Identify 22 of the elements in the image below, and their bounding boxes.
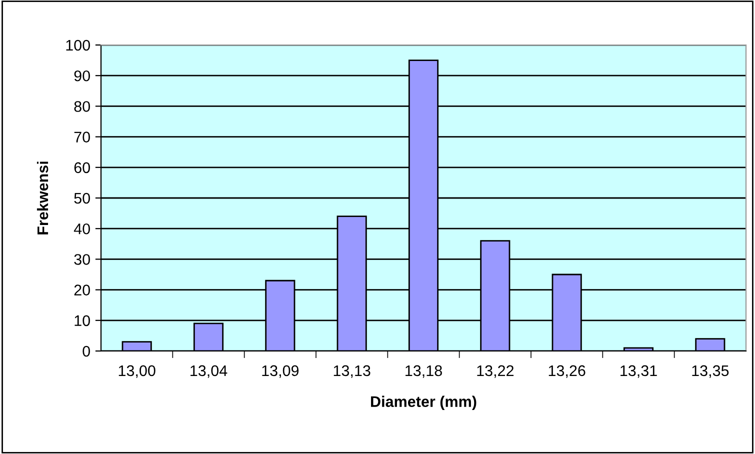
x-tick-label: 13,31 xyxy=(620,365,657,378)
y-tick-label: 0 xyxy=(82,346,90,357)
x-tick-label: 13,13 xyxy=(334,365,370,378)
y-tick-label: 70 xyxy=(74,132,90,142)
y-tick-label: 40 xyxy=(74,223,90,234)
y-tick-label: 20 xyxy=(74,284,90,296)
y-axis-title: Frekwensi xyxy=(36,162,48,234)
y-tick-label: 80 xyxy=(74,101,90,112)
x-tick-label: 13,00 xyxy=(118,365,156,378)
x-tick-label: 13,35 xyxy=(692,365,729,378)
x-tick-label: 13,26 xyxy=(548,365,586,378)
x-tick-label: 13,09 xyxy=(262,365,299,378)
y-tick-label: 60 xyxy=(74,162,90,174)
y-tick-label: 50 xyxy=(74,192,90,204)
x-tick-label: 13,04 xyxy=(190,365,228,378)
x-axis-title: Diameter (mm) xyxy=(371,396,476,410)
y-tick-label: 100 xyxy=(66,40,90,51)
y-tick-label: 90 xyxy=(74,70,90,82)
y-tick-label: 10 xyxy=(74,315,90,326)
x-tick-label: 13,22 xyxy=(477,365,514,378)
y-tick-label: 30 xyxy=(74,254,90,265)
x-tick-label: 13,18 xyxy=(406,365,442,378)
